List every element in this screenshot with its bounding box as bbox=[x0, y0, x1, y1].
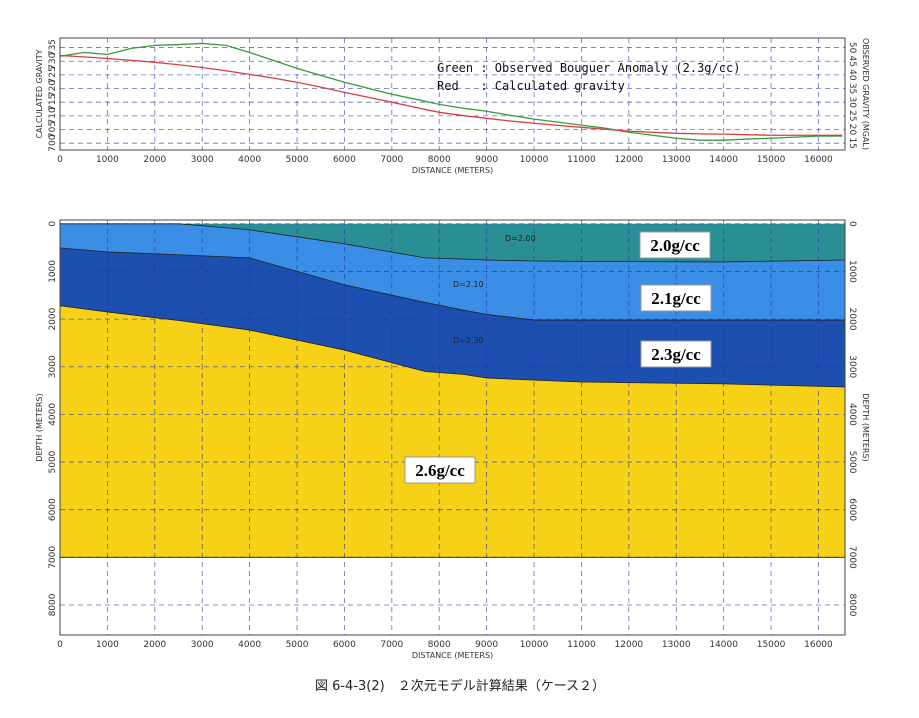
y-axis-title: DEPTH (METERS) bbox=[35, 393, 44, 461]
x-tick-label: 2000 bbox=[143, 640, 166, 650]
y-tick-label-right: 8000 bbox=[847, 594, 857, 617]
x-tick-label: 6000 bbox=[333, 155, 356, 165]
x-axis-title: DISTANCE (METERS) bbox=[412, 166, 493, 175]
label-box bbox=[640, 284, 712, 312]
x-tick-label: 6000 bbox=[333, 640, 356, 650]
annotation: Green : Observed Bouguer Anomaly (2.3g/c… bbox=[437, 61, 740, 75]
y-tick-label-right: 1000 bbox=[847, 260, 857, 283]
x-tick-label: 9000 bbox=[475, 640, 498, 650]
x-tick-label: 16000 bbox=[804, 640, 833, 650]
x-tick-label: 3000 bbox=[191, 640, 214, 650]
label-box bbox=[639, 231, 711, 259]
layer-name: 2.3g/cc bbox=[651, 345, 701, 364]
x-tick-label: 0 bbox=[57, 155, 63, 165]
y2-tick-label: 40 bbox=[847, 69, 857, 81]
x-tick-label: 13000 bbox=[662, 155, 691, 165]
x-tick-label: 3000 bbox=[191, 155, 214, 165]
y-tick-label: 710 bbox=[48, 107, 58, 124]
y2-tick-label: 50 bbox=[847, 42, 857, 54]
y2-tick-label: 25 bbox=[847, 110, 857, 121]
y-axis-title: CALCULATED GRAVITY bbox=[35, 49, 44, 138]
x-tick-label: 8000 bbox=[428, 640, 451, 650]
layer-name: 2.6g/cc bbox=[415, 461, 465, 480]
plot-frame bbox=[59, 219, 846, 636]
plot-frame bbox=[59, 37, 846, 151]
x-tick-label: 14000 bbox=[709, 155, 738, 165]
density-label: D=2.30 bbox=[453, 336, 484, 345]
y-tick-label: 8000 bbox=[48, 593, 58, 616]
x-tick-label: 7000 bbox=[380, 640, 403, 650]
x-tick-label: 16000 bbox=[804, 155, 833, 165]
y-tick-label-right: 0 bbox=[847, 221, 857, 227]
x-tick-label: 2000 bbox=[143, 155, 166, 165]
x-tick-label: 12000 bbox=[615, 155, 644, 165]
label-box bbox=[640, 340, 712, 368]
series-line bbox=[59, 42, 843, 141]
y-tick-label: 705 bbox=[48, 121, 58, 138]
x-tick-label: 12000 bbox=[615, 640, 644, 650]
y-tick-label: 3000 bbox=[48, 355, 58, 378]
x-tick-label: 9000 bbox=[475, 155, 498, 165]
layer-name: 2.1g/cc bbox=[651, 289, 701, 308]
x-tick-label: 10000 bbox=[520, 155, 549, 165]
y-tick-label: 1000 bbox=[48, 260, 58, 283]
y-tick-label-right: 7000 bbox=[847, 546, 857, 569]
annotation: Red : Calculated gravity bbox=[437, 79, 625, 93]
x-tick-label: 1000 bbox=[96, 640, 119, 650]
x-tick-label: 11000 bbox=[567, 640, 596, 650]
y-tick-label: 720 bbox=[48, 80, 58, 97]
y-tick-label: 4000 bbox=[48, 403, 58, 426]
x-tick-label: 4000 bbox=[238, 640, 261, 650]
y-tick-label-right: 6000 bbox=[847, 498, 857, 521]
y-tick-label-right: 3000 bbox=[847, 355, 857, 378]
y2-axis-title: OBSERVED GRAVITY (MGAL) bbox=[861, 38, 870, 150]
caption: 図 6-4-3(2) ２次元モデル計算結果（ケース２） bbox=[315, 678, 605, 694]
y-tick-label-right: 4000 bbox=[847, 403, 857, 426]
x-tick-label: 0 bbox=[57, 640, 63, 650]
y2-tick-label: 30 bbox=[847, 96, 857, 108]
x-tick-label: 14000 bbox=[709, 640, 738, 650]
layer-fill bbox=[60, 305, 845, 558]
x-tick-label: 5000 bbox=[286, 640, 309, 650]
layer-name: 2.0g/cc bbox=[650, 236, 700, 255]
y-tick-label-right: 5000 bbox=[847, 451, 857, 474]
density-label: D=2.10 bbox=[453, 280, 484, 289]
x-tick-label: 10000 bbox=[520, 640, 549, 650]
y-tick-label: 6000 bbox=[48, 498, 58, 521]
density-label: D=2.00 bbox=[505, 234, 536, 243]
x-tick-label: 5000 bbox=[286, 155, 309, 165]
y-tick-label: 7000 bbox=[48, 546, 58, 569]
layer-boundary bbox=[59, 247, 845, 321]
layer-boundary bbox=[60, 223, 846, 263]
x-tick-label: 11000 bbox=[567, 155, 596, 165]
x-tick-label: 8000 bbox=[428, 155, 451, 165]
y-tick-label-right: 2000 bbox=[847, 308, 857, 331]
y-tick-label: 715 bbox=[48, 94, 58, 111]
y2-tick-label: 15 bbox=[847, 137, 857, 148]
x-tick-label: 13000 bbox=[662, 640, 691, 650]
y-tick-label: 735 bbox=[48, 39, 58, 56]
y2-tick-label: 45 bbox=[847, 55, 857, 66]
y2-tick-label: 20 bbox=[847, 124, 857, 136]
x-axis-title: DISTANCE (METERS) bbox=[412, 651, 493, 660]
x-tick-label: 15000 bbox=[757, 155, 786, 165]
x-tick-label: 15000 bbox=[757, 640, 786, 650]
y-tick-label: 725 bbox=[48, 66, 58, 83]
label-box bbox=[404, 456, 476, 484]
series-line bbox=[59, 54, 843, 136]
x-tick-label: 7000 bbox=[380, 155, 403, 165]
y-tick-label: 2000 bbox=[48, 307, 58, 330]
y2-tick-label: 35 bbox=[847, 83, 857, 94]
x-tick-label: 4000 bbox=[238, 155, 261, 165]
y-tick-label: 730 bbox=[48, 52, 58, 69]
y-tick-label: 700 bbox=[48, 134, 58, 151]
y-tick-label: 5000 bbox=[48, 450, 58, 473]
layer-boundary bbox=[59, 305, 846, 388]
y2-axis-title: DEPTH (METERS) bbox=[861, 393, 870, 461]
y-tick-label: 0 bbox=[48, 221, 58, 227]
x-tick-label: 1000 bbox=[96, 155, 119, 165]
